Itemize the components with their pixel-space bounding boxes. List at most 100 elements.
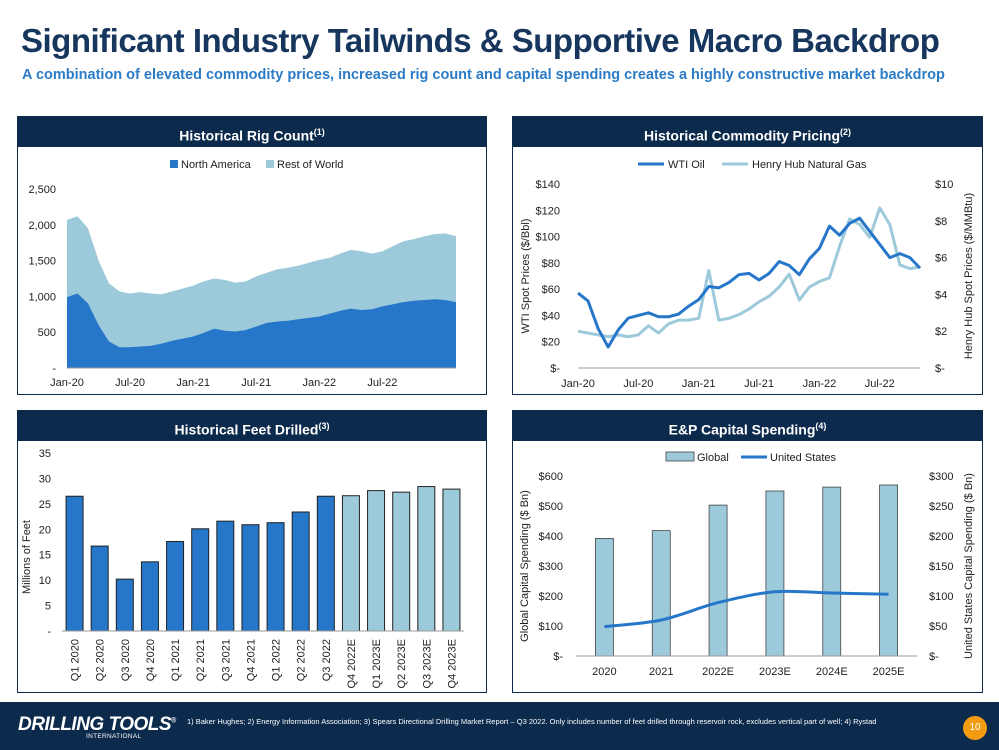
bar [140,561,159,632]
bar [241,524,260,632]
x-tick-label: Q1 2021 [170,639,182,681]
y-tick-label: - [52,363,56,375]
x-tick-label: Jan-20 [50,377,84,389]
x-tick-label: Q4 2021 [245,639,257,681]
capital-spending-header: E&P Capital Spending(4) [513,411,982,441]
commodity-pricing-header: Historical Commodity Pricing(2) [513,117,982,147]
x-tick-label: Jan-22 [303,377,337,389]
legend-swatch-rest-of-world [266,160,274,168]
footer-bar: DRILLING TOOLS® INTERNATIONAL 1) Baker H… [0,702,999,750]
bar-global [708,504,728,657]
legend-label-rest-of-world: Rest of World [277,159,343,171]
x-tick-label: Q4 2022E [346,639,358,689]
y-tick-label: $140 [536,179,560,191]
y2-tick-label: $150 [929,561,953,573]
y-axis-title: WTI Spot Prices ($/Bbl) [520,219,532,334]
y-tick-label: $- [553,651,563,663]
capital-spending-title: E&P Capital Spending [668,421,816,438]
x-tick-label: 2023E [759,666,791,678]
bar [166,540,185,632]
feet-drilled-chart: - 5 10 15 20 25 30 35 Millions of Feet Q1 2020 Q2 … [21,448,464,689]
x-tick-label: Jan-21 [682,378,716,390]
capital-spending-panel: E&P Capital Spending(4) Global United Sta… [512,410,983,693]
x-tick-label: Jan-22 [803,378,837,390]
y-axis-title: Global Capital Spending ($ Bn) [519,490,531,642]
company-logo-subtitle: INTERNATIONAL [86,733,142,740]
y2-axis-title: Henry Hub Spot Prices ($/MMBtu) [963,193,975,359]
y-tick-label: 5 [45,601,51,613]
y-tick-label: $60 [542,284,560,296]
y-tick-label: 10 [39,575,51,587]
legend-label-north-america: North America [181,159,252,171]
y-tick-label: 25 [39,499,51,511]
north-america-area [67,293,456,368]
y-tick-label: 30 [39,473,51,485]
x-tick-label: 2024E [816,666,848,678]
y-tick-label: - [47,626,51,638]
bar [392,491,411,632]
y-tick-label: 20 [39,524,51,536]
bar [191,528,210,632]
legend-swatch-north-america [170,160,178,168]
x-tick-label: Jul-20 [115,377,145,389]
page-subtitle: A combination of elevated commodity pric… [22,67,945,83]
rig-count-footnote-ref: (1) [313,127,325,137]
x-tick-label: Jan-20 [561,378,595,390]
bar [341,495,360,632]
y2-tick-label: $50 [929,621,947,633]
y2-tick-label: $6 [935,253,947,265]
x-tick-label: Q3 2020 [120,639,132,681]
rig-count-header: Historical Rig Count(1) [18,117,486,147]
commodity-pricing-panel: Historical Commodity Pricing(2) WTI Oil H… [512,116,983,395]
y-tick-label: $300 [539,561,563,573]
page-title: Significant Industry Tailwinds & Support… [21,22,940,59]
feet-drilled-title: Historical Feet Drilled [174,421,319,438]
henry-hub-line [577,206,921,339]
y2-tick-label: $8 [935,216,947,228]
legend-label-wti: WTI Oil [668,159,705,171]
x-tick-label: Q2 2022 [296,639,308,681]
bar-global [879,484,898,657]
bar-global [765,490,785,657]
bar [442,488,461,632]
united-states-line [604,589,889,629]
y-tick-label: $40 [542,310,560,322]
bar [316,495,335,632]
y-tick-label: $100 [539,621,563,633]
y-tick-label: $400 [539,531,563,543]
y2-tick-label: $10 [935,179,953,191]
capital-spending-chart: Global United States $- $100 $200 $300 $400 $50… [519,451,975,678]
bar [216,520,235,632]
y2-tick-label: $4 [935,289,947,301]
y-tick-label: 1,000 [28,291,56,303]
x-tick-label: Q1 2023E [371,639,383,689]
y-tick-label: 15 [39,550,51,562]
bar [115,578,134,632]
y-tick-label: 2,500 [28,184,56,196]
x-tick-label: Jul-22 [865,378,895,390]
x-tick-label: Jul-21 [744,378,774,390]
registered-mark: ® [171,717,176,725]
commodity-pricing-chart: WTI Oil Henry Hub Natural Gas $- $20 $40 $60 $… [520,159,975,390]
x-tick-label: Q1 2020 [70,639,82,681]
y2-tick-label: $- [935,363,945,375]
x-tick-label: Q4 2023E [446,639,458,689]
y-tick-label: $200 [539,591,563,603]
y2-tick-label: $- [929,651,939,663]
x-tick-label: Jan-21 [176,377,210,389]
commodity-pricing-footnote-ref: (2) [840,127,852,137]
x-tick-label: Q3 2023E [421,639,433,689]
feet-drilled-panel: Historical Feet Drilled(3) - 5 10 15 20 25 30 3… [17,410,487,693]
bar [417,486,436,632]
legend-swatch-global [665,451,695,462]
y-tick-label: $500 [539,501,563,513]
wti-oil-line [577,216,922,349]
x-tick-label: Q3 2021 [220,639,232,681]
y-tick-label: 2,000 [28,220,56,232]
y-tick-label: 1,500 [28,256,56,268]
y2-tick-label: $2 [935,326,947,338]
y-tick-label: 500 [38,327,56,339]
bar-global [822,486,842,657]
rig-count-panel: Historical Rig Count(1) North America Res… [17,116,487,395]
legend-label-united-states: United States [770,452,837,464]
